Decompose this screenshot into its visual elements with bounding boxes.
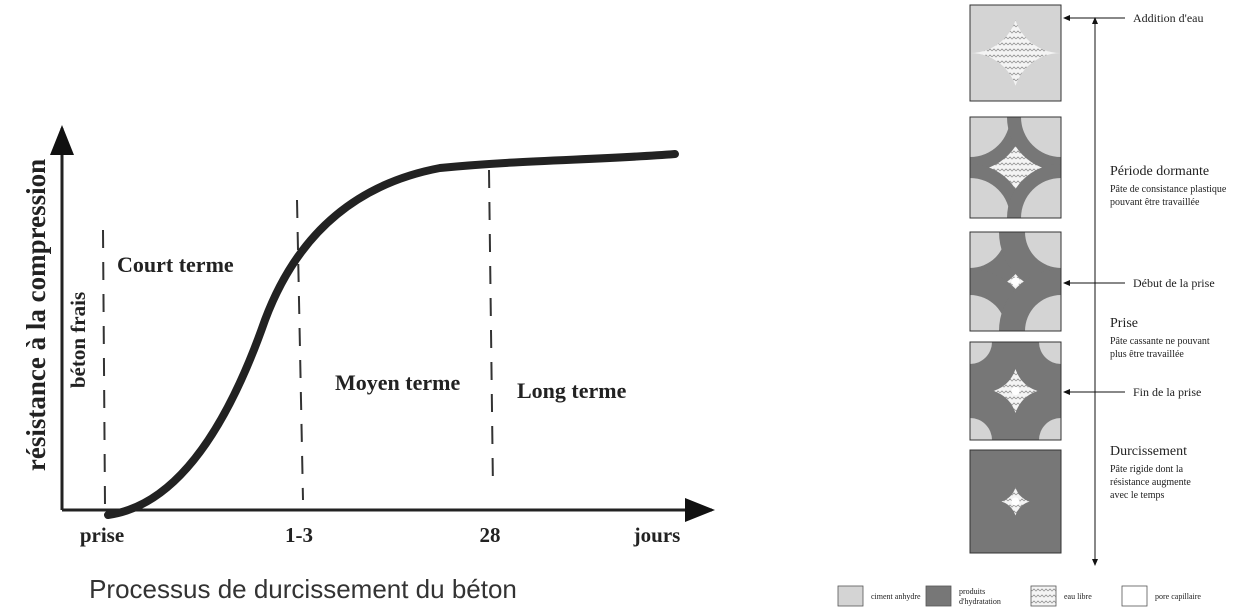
phase-title: Période dormante [1110,164,1209,179]
cement-grain [1021,178,1061,218]
square-content [970,450,1061,553]
phase-description: pouvant être travaillée [1110,197,1200,208]
zone-label: Long terme [517,378,627,403]
legend-swatch [925,585,952,607]
square-border [969,4,1062,102]
square-border [969,341,1062,441]
zone-label: Court terme [117,252,234,277]
phase-dividers [102,169,494,506]
cement-grain [1039,342,1061,364]
capillary-pore [1011,387,1020,395]
event-label: Début de la prise [1133,276,1215,290]
cement-grain [970,295,1006,331]
legend-label: pore capillaire [1155,592,1201,601]
cement-grain [1039,418,1061,440]
legend-label: d'hydratation [959,597,1001,606]
hydration-diagram: Addition d'eau Début de la prise Fin de … [837,4,1227,607]
phase-description: Pâte de consistance plastique [1110,184,1227,195]
cement-grain [970,178,1010,218]
zone-label: Moyen terme [335,370,460,395]
cement-grain [970,53,1018,101]
microstructure-square [969,231,1062,332]
legend-label: produits [959,587,985,596]
cement-grain [970,418,992,440]
legend-swatch [1030,585,1057,607]
event-label: Fin de la prise [1133,385,1201,399]
cement-grain [1013,53,1061,101]
strength-curve [104,150,679,519]
divider [102,229,106,506]
capillary-pore [1011,277,1020,286]
phase-description: Pâte cassante ne pouvant [1110,336,1210,347]
cement-grain [1025,295,1061,331]
square-content [970,232,1061,331]
legend-swatch [1121,585,1148,607]
microstructure-square [969,116,1062,219]
phase-description: résistance augmente [1110,477,1191,488]
x-label: jours [633,523,681,547]
square-content [970,342,1061,440]
square-border [969,116,1062,219]
square-border [969,231,1062,332]
phase-title: Durcissement [1110,444,1187,459]
cement-grain [970,342,992,364]
phase-description: plus être travaillée [1110,349,1184,360]
square-content [970,5,1061,101]
capillary-pore [1011,497,1020,506]
microstructure-square [969,449,1062,554]
divider [488,169,494,491]
legend-label: eau libre [1064,592,1092,601]
cement-grain [1021,117,1061,157]
hardening-chart: résistance à la compression béton frais … [21,125,715,604]
cement-grain [970,5,1018,53]
cement-grain [1025,232,1061,268]
phase-description: avec le temps [1110,490,1165,501]
x-label: 1-3 [285,523,313,547]
phase-description: Pâte rigide dont la [1110,464,1184,475]
cement-grain [970,117,1010,157]
phase-title: Prise [1110,316,1138,331]
cement-grain [970,232,1006,268]
square-border [969,449,1062,554]
microstructure-square [969,341,1062,441]
caption: Processus de durcissement du béton [89,574,517,604]
y-axis-label: résistance à la compression [21,159,51,471]
x-label: 28 [480,523,501,547]
event-label: Addition d'eau [1133,11,1203,25]
cement-grain [1013,5,1061,53]
square-content [970,117,1061,218]
legend-label: ciment anhydre [871,592,921,601]
microstructure-square [969,4,1062,102]
legend-swatch [837,585,864,607]
x-label: prise [80,523,124,547]
zone-label: béton frais [66,292,90,388]
